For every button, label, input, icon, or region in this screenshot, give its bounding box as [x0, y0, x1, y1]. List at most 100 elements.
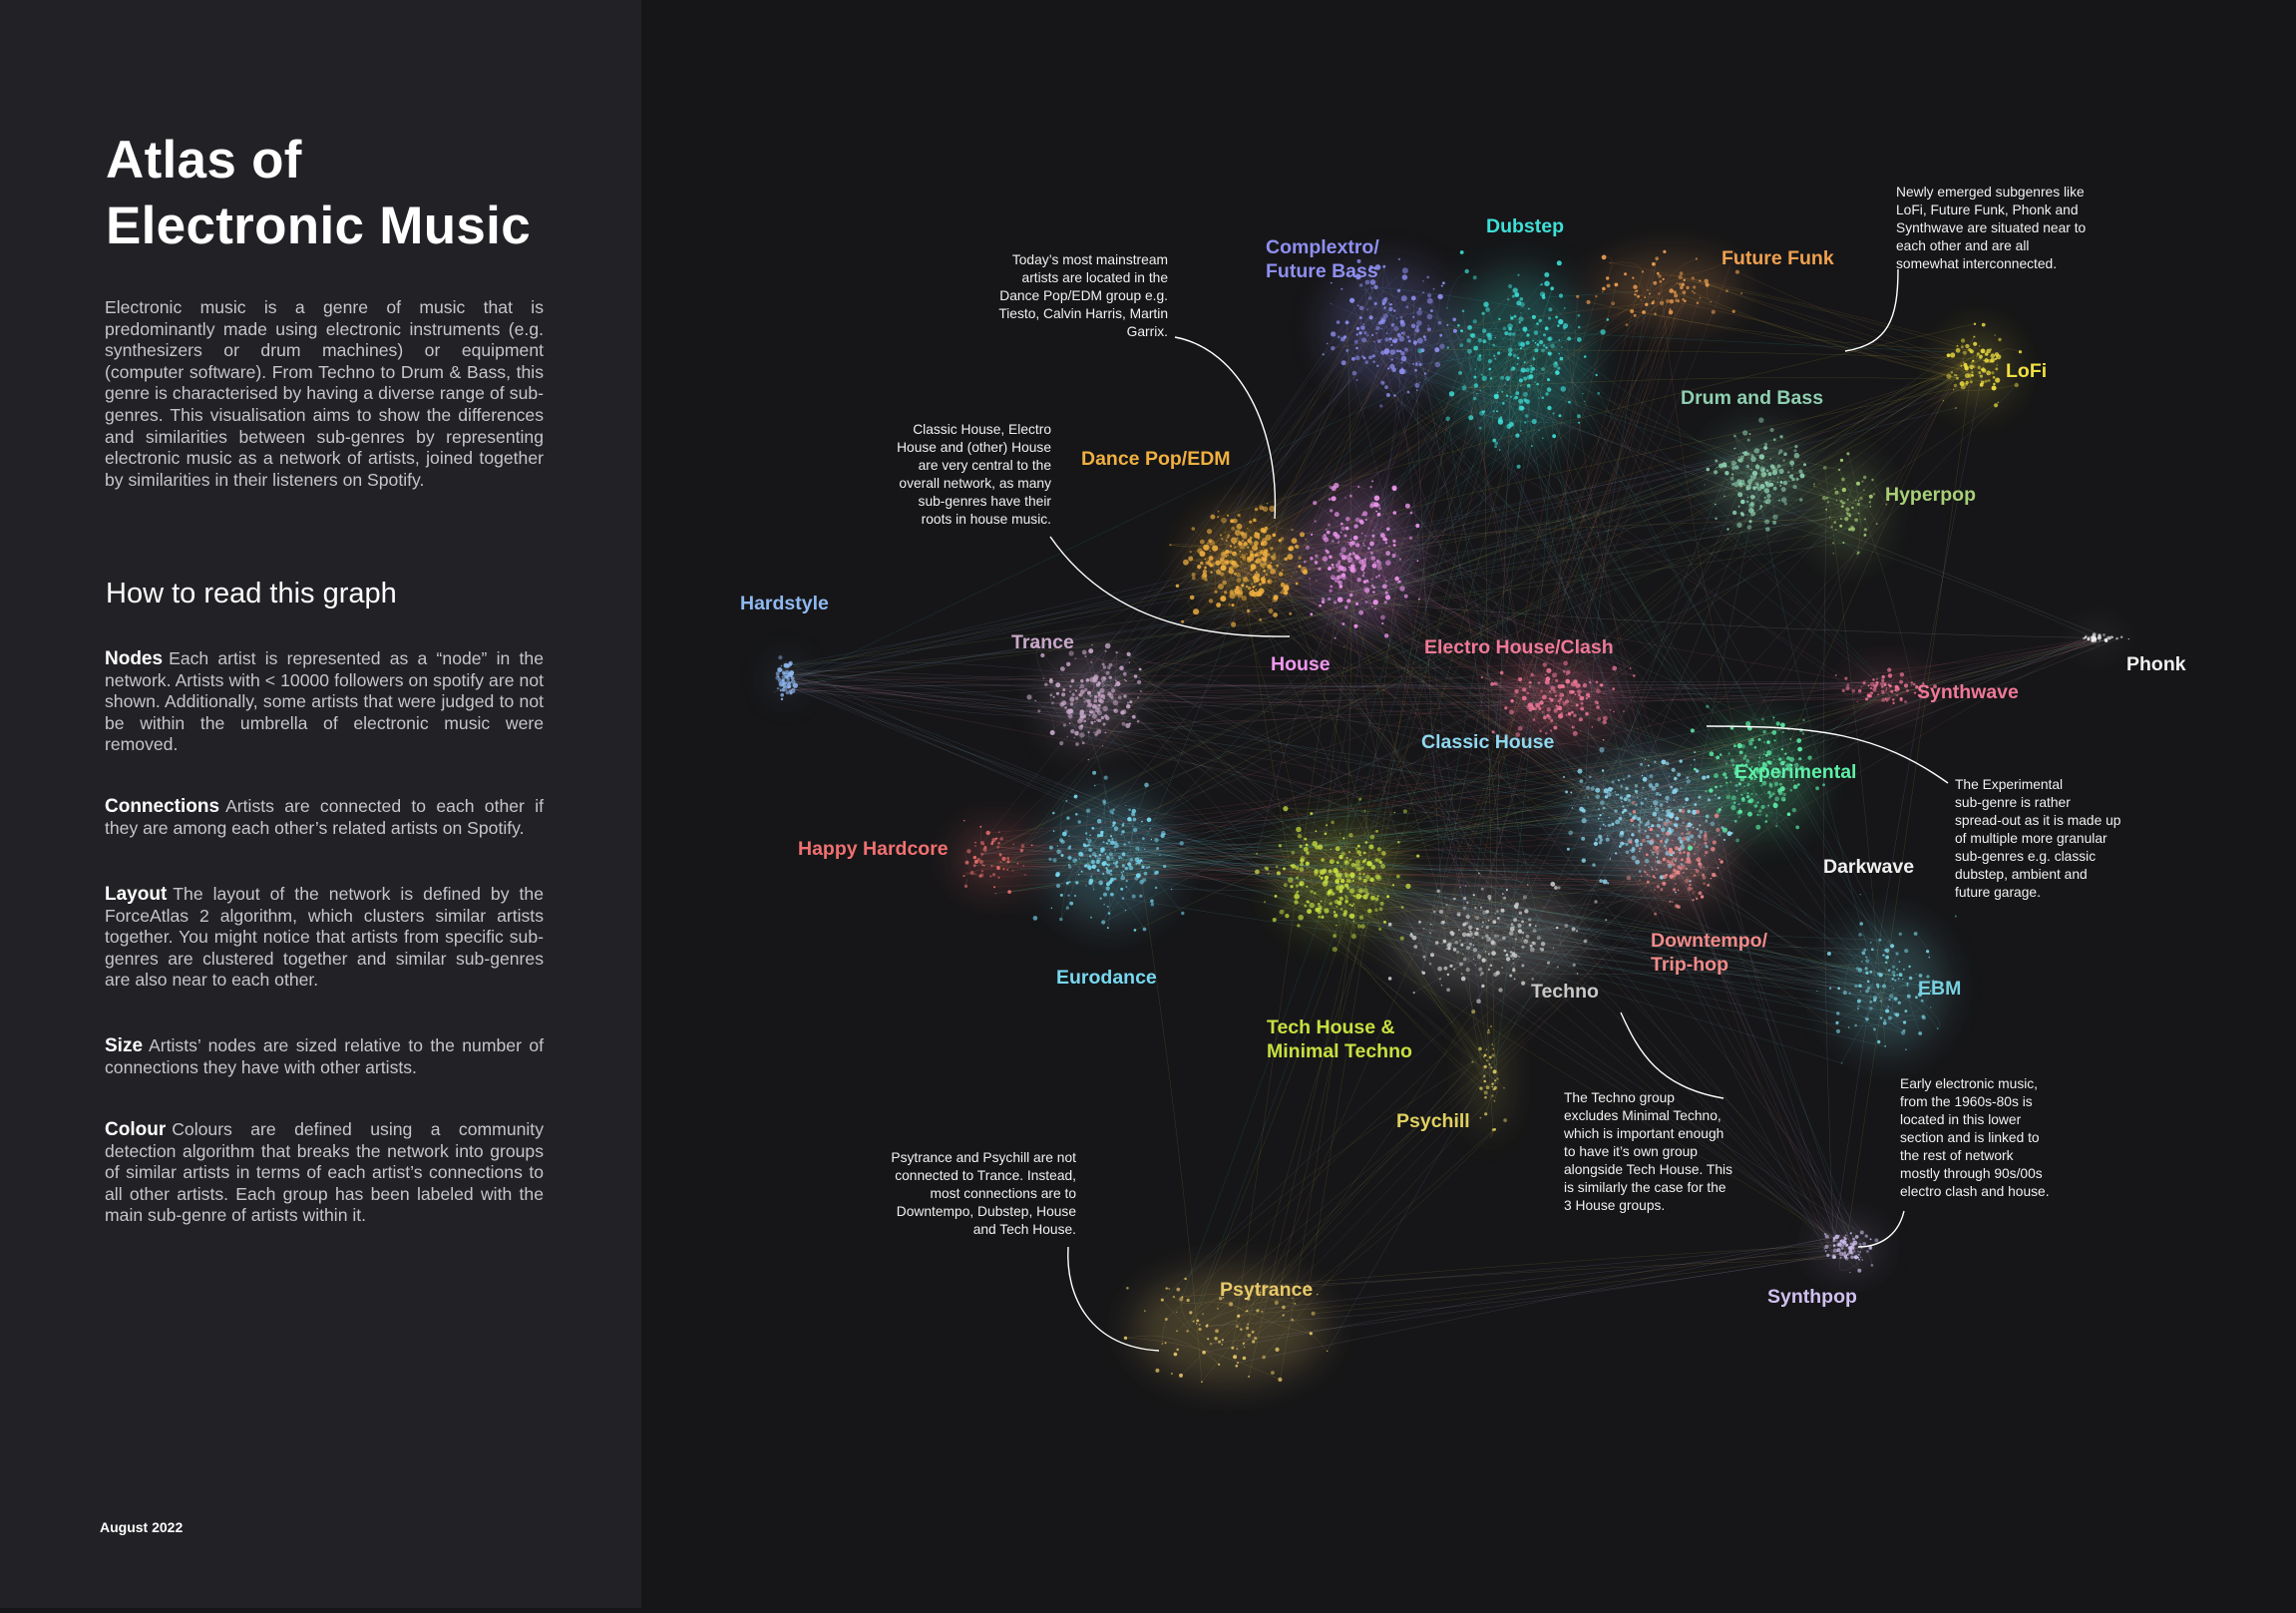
artist-node [1340, 527, 1344, 531]
artist-node [1469, 943, 1472, 946]
artist-node [1105, 732, 1107, 734]
artist-node [1527, 692, 1530, 695]
artist-node [1459, 887, 1461, 889]
artist-node [1746, 485, 1751, 490]
artist-node [1544, 272, 1549, 277]
artist-node [1234, 552, 1236, 554]
artist-node [1154, 838, 1159, 843]
artist-node [1963, 362, 1964, 363]
artist-node [1834, 488, 1836, 490]
artist-node [1166, 1287, 1168, 1289]
artist-node [1068, 881, 1070, 883]
artist-node [1141, 866, 1144, 869]
artist-node [1427, 314, 1433, 320]
artist-node [1351, 357, 1355, 361]
artist-node [1471, 333, 1476, 338]
artist-node [1510, 927, 1515, 932]
label-house: House [1271, 652, 1331, 676]
note-line: connected to Trance. Instead, [861, 1167, 1076, 1185]
artist-node [1709, 788, 1714, 793]
artist-node [1446, 307, 1447, 308]
artist-node [1887, 668, 1891, 672]
artist-node [1211, 563, 1216, 568]
artist-node [1519, 316, 1524, 321]
artist-node [995, 893, 996, 894]
artist-node [1334, 601, 1337, 604]
artist-node [1467, 338, 1471, 342]
artist-node [1344, 900, 1348, 904]
artist-node [1844, 677, 1847, 680]
artist-node [1578, 422, 1580, 424]
artist-node [1088, 703, 1093, 708]
artist-node [1865, 990, 1869, 994]
artist-node [1774, 797, 1779, 802]
artist-node [1024, 874, 1026, 876]
artist-node [1682, 837, 1687, 842]
artist-node [1327, 343, 1328, 344]
artist-node [1794, 449, 1797, 452]
artist-node [1686, 825, 1688, 827]
artist-node [1580, 707, 1584, 711]
artist-node [1581, 702, 1584, 705]
label-classic-house: Classic House [1421, 730, 1554, 754]
artist-node [1760, 484, 1765, 489]
artist-node [1488, 368, 1491, 371]
artist-node [1385, 542, 1387, 544]
artist-node [1955, 407, 1957, 409]
artist-node [1630, 667, 1632, 669]
artist-node [1722, 462, 1726, 467]
artist-node [980, 853, 983, 856]
artist-node [1849, 993, 1851, 995]
artist-node [1840, 518, 1842, 520]
artist-node [1466, 915, 1470, 919]
artist-node [1507, 323, 1513, 329]
artist-node [1567, 848, 1570, 851]
artist-node [1290, 885, 1293, 888]
artist-node [1433, 288, 1435, 290]
artist-node [1858, 689, 1862, 693]
artist-node [1020, 849, 1023, 852]
artist-node [1779, 449, 1783, 453]
artist-node [1465, 269, 1469, 273]
artist-node [1059, 838, 1063, 842]
artist-node [1538, 343, 1539, 344]
artist-node [1366, 309, 1368, 311]
artist-node [1377, 566, 1382, 571]
artist-node [1370, 896, 1375, 901]
artist-node [1666, 847, 1668, 849]
artist-node [1597, 717, 1601, 721]
artist-node [1577, 314, 1580, 317]
artist-node [1400, 351, 1404, 355]
artist-node [1021, 844, 1025, 848]
artist-node [1813, 484, 1814, 485]
artist-node [1749, 800, 1751, 802]
artist-node [1518, 341, 1523, 346]
artist-node [1743, 785, 1744, 786]
artist-node [1356, 333, 1358, 335]
artist-node [1466, 933, 1470, 937]
artist-node [1842, 1240, 1846, 1244]
artist-node [1687, 779, 1691, 783]
artist-node [1397, 841, 1400, 844]
artist-node [1336, 846, 1340, 851]
artist-node [1899, 680, 1903, 684]
artist-node [1413, 945, 1417, 949]
artist-node [1815, 786, 1819, 790]
artist-node [1670, 308, 1672, 310]
artist-node [1384, 633, 1388, 637]
artist-node [1654, 313, 1657, 316]
artist-node [1868, 684, 1870, 686]
note-line: sub-genres e.g. classic [1955, 848, 2164, 866]
artist-node [1726, 528, 1728, 530]
artist-node [1542, 396, 1545, 399]
artist-node [1463, 907, 1467, 911]
artist-node [1335, 637, 1337, 639]
artist-node [1405, 305, 1408, 308]
note-line: which is important enough [1564, 1125, 1763, 1143]
artist-node [1625, 787, 1629, 791]
artist-node [1577, 689, 1582, 694]
artist-node [1415, 328, 1420, 333]
artist-node [1287, 554, 1293, 560]
artist-node [1508, 348, 1513, 353]
artist-node [1417, 348, 1422, 353]
